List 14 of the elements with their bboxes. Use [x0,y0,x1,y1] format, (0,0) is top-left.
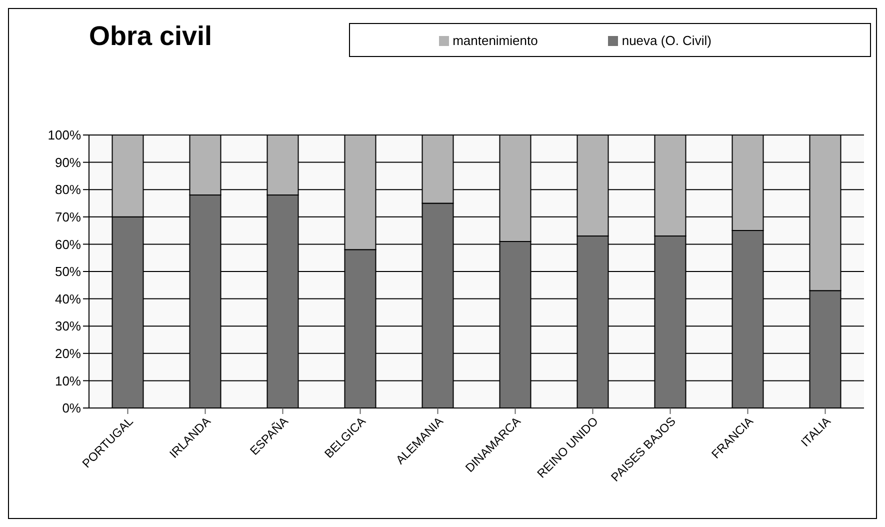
y-tick-label: 0% [62,400,82,416]
y-tick-label: 100% [48,128,82,143]
y-tick-label: 10% [54,373,82,388]
y-tick-label: 30% [54,318,82,334]
y-tick-label: 70% [54,210,82,225]
y-tick-label: 40% [54,291,82,306]
legend-label: mantenimiento [452,32,538,48]
y-tick-label: 60% [54,236,82,252]
y-tick-label: 20% [54,346,82,362]
y-tick-label: 80% [54,182,82,198]
legend-label: nueva (O. Civil) [622,32,712,48]
y-tick-label: 50% [54,264,82,280]
y-tick-label: 90% [54,154,82,170]
chart-title: Obra civil [89,21,212,52]
